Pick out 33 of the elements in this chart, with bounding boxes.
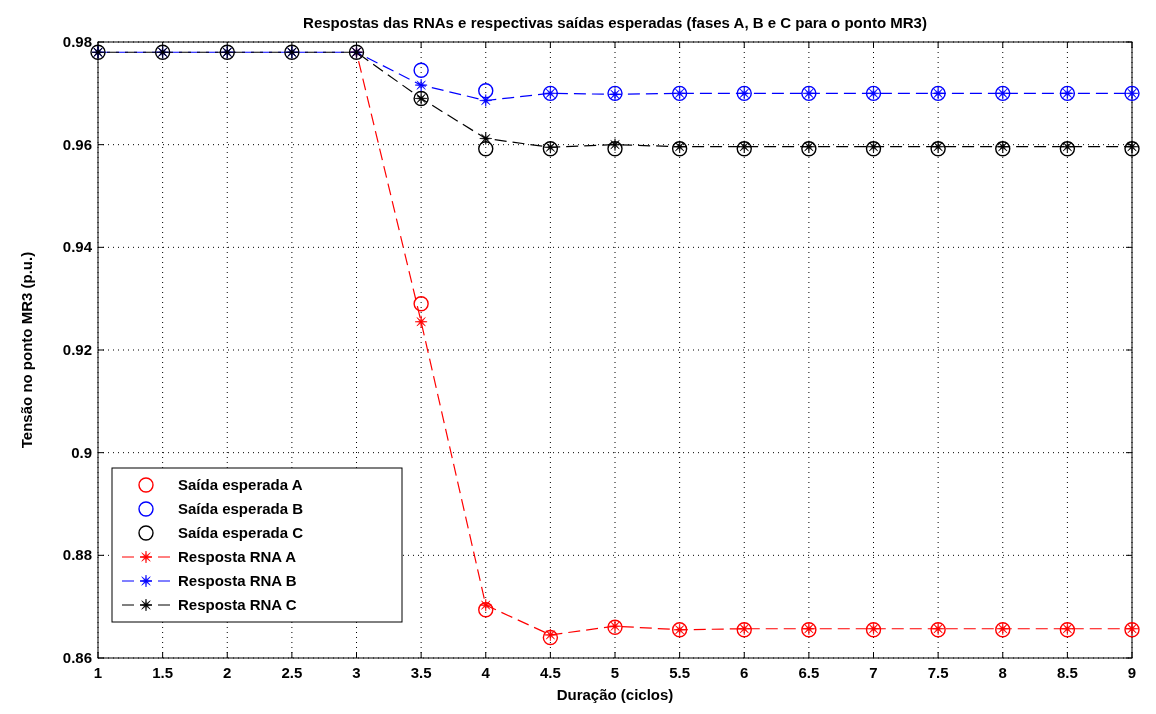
x-tick-label: 3.5 bbox=[410, 664, 432, 681]
legend-label: Resposta RNA B bbox=[178, 572, 297, 589]
x-tick-label: 2.5 bbox=[281, 664, 303, 681]
legend-label: Resposta RNA A bbox=[178, 548, 297, 565]
y-tick-label: 0.94 bbox=[62, 238, 93, 256]
x-tick-label: 7 bbox=[869, 664, 878, 681]
x-tick-label: 1 bbox=[93, 664, 103, 681]
x-axis-title: Duração (ciclos) bbox=[556, 686, 674, 703]
x-tick-label: 6 bbox=[740, 664, 749, 681]
y-tick-label: 0.92 bbox=[62, 341, 92, 358]
x-tick-label: 7.5 bbox=[927, 664, 949, 681]
legend-label: Saída esperada C bbox=[178, 524, 304, 541]
x-tick-label: 1.5 bbox=[152, 664, 174, 681]
x-tick-label: 9 bbox=[1127, 664, 1137, 681]
x-tick-label: 2 bbox=[223, 664, 232, 681]
chart-title: Respostas das RNAs e respectivas saídas esperadas (fases A, B e C para o ponto MR3) bbox=[303, 14, 927, 31]
x-tick-label: 8.5 bbox=[1056, 664, 1078, 681]
legend-label: Saída esperada B bbox=[178, 500, 304, 517]
x-tick-label: 5.5 bbox=[669, 664, 691, 681]
x-tick-label: 8 bbox=[998, 664, 1007, 681]
y-tick-label: 0.88 bbox=[62, 546, 92, 564]
y-tick-label: 0.86 bbox=[62, 649, 92, 666]
y-axis-title: Tensão no ponto MR3 (p.u.) bbox=[18, 251, 35, 449]
x-tick-label: 3 bbox=[352, 664, 361, 681]
y-tick-label: 0.9 bbox=[71, 443, 92, 461]
x-tick-label: 4 bbox=[481, 664, 491, 681]
y-tick-label: 0.98 bbox=[62, 33, 92, 50]
legend-label: Resposta RNA C bbox=[178, 596, 297, 613]
x-tick-label: 5 bbox=[610, 664, 620, 681]
x-tick-label: 4.5 bbox=[539, 664, 561, 681]
legend-label: Saída esperada A bbox=[178, 476, 303, 493]
y-tick-label: 0.96 bbox=[62, 135, 92, 153]
x-tick-label: 6.5 bbox=[798, 664, 820, 681]
